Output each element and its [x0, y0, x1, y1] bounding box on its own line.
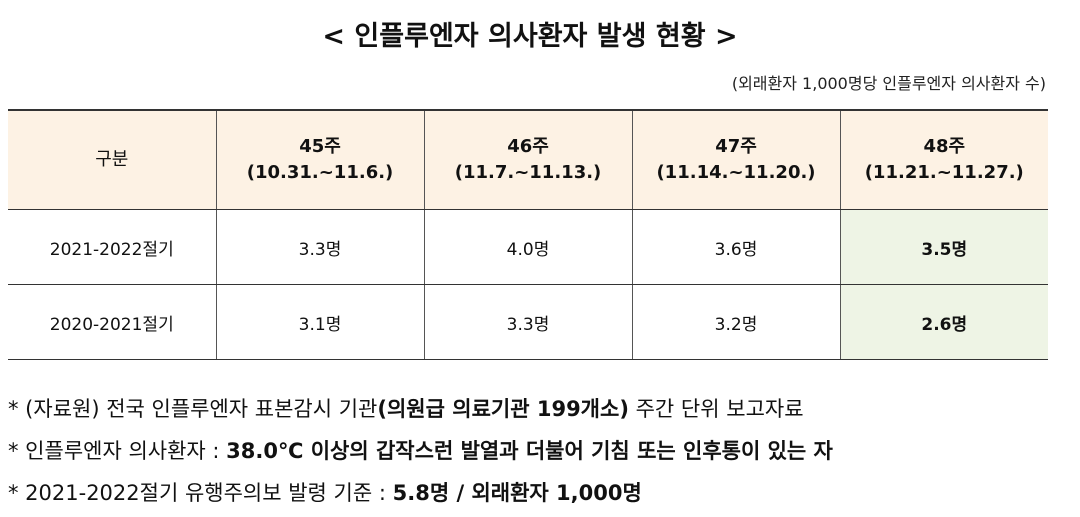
note-text: (의원급 의료기관 199개소) — [377, 397, 629, 421]
table: 구분 45주 (10.31.~11.6.) 46주 (11.7.~11.13.) 47주 (… — [8, 109, 1048, 360]
row: 2021-2022절기 3.3명 4.0명 3.6명 3.5명 — [8, 209, 1048, 285]
cell: 2020-2021절기 — [8, 284, 217, 360]
cell: 4.0명 — [423, 209, 633, 285]
note-text: 5.8명 / 외래환자 1,000명 — [392, 481, 642, 505]
notes: * (자료원) 전국 인플루엔자 표본감시 기관(의원급 의료기관 199개소)… — [8, 388, 833, 514]
header-line: 48주 — [923, 136, 966, 157]
header-cell: 48주 (11.21.~11.27.) — [839, 109, 1048, 210]
note-text: 38.0℃ 이상의 갑작스런 발열과 더불어 기침 또는 인후통이 있는 자 — [226, 439, 833, 463]
note: * 2021-2022절기 유행주의보 발령 기준 : 5.8명 / 외래환자 … — [8, 472, 833, 514]
header-line: (11.14.~11.20.) — [656, 162, 816, 183]
note-text: * 인플루엔자 의사환자 : — [8, 439, 227, 463]
note: * (자료원) 전국 인플루엔자 표본감시 기관(의원급 의료기관 199개소)… — [8, 388, 833, 430]
cell: 3.3명 — [423, 284, 633, 360]
header-line: 47주 — [715, 136, 757, 157]
header-line: (10.31.~11.6.) — [246, 162, 394, 183]
note-text: * 2021-2022절기 유행주의보 발령 기준 : — [8, 481, 393, 505]
cell: 3.2명 — [631, 284, 841, 360]
note-text: * (자료원) 전국 인플루엔자 표본감시 기관 — [8, 397, 378, 421]
cell: 3.1명 — [215, 284, 425, 360]
header-line: (11.7.~11.13.) — [454, 162, 602, 183]
unit-note: (외래환자 1,000명당 인플루엔자 의사환자 수) — [731, 74, 1046, 93]
note-text: 주간 단위 보고자료 — [628, 397, 804, 421]
header-cell: 구분 — [8, 109, 217, 210]
header-line: 46주 — [507, 136, 549, 157]
header-line: 45주 — [299, 136, 341, 157]
cell: 2021-2022절기 — [8, 209, 217, 285]
header-cell: 47주 (11.14.~11.20.) — [631, 109, 841, 210]
cell: 3.5명 — [839, 209, 1048, 285]
header-cell: 45주 (10.31.~11.6.) — [215, 109, 425, 210]
row: 2020-2021절기 3.1명 3.3명 3.2명 2.6명 — [8, 284, 1048, 360]
header-line: (11.21.~11.27.) — [864, 162, 1024, 183]
title: < 인플루엔자 의사환자 발생 현황 > — [322, 21, 738, 52]
note: * 인플루엔자 의사환자 : 38.0℃ 이상의 갑작스런 발열과 더불어 기침… — [8, 430, 833, 472]
header-cell: 46주 (11.7.~11.13.) — [423, 109, 633, 210]
cell: 3.6명 — [631, 209, 841, 285]
cell: 2.6명 — [839, 284, 1048, 360]
cell: 3.3명 — [215, 209, 425, 285]
